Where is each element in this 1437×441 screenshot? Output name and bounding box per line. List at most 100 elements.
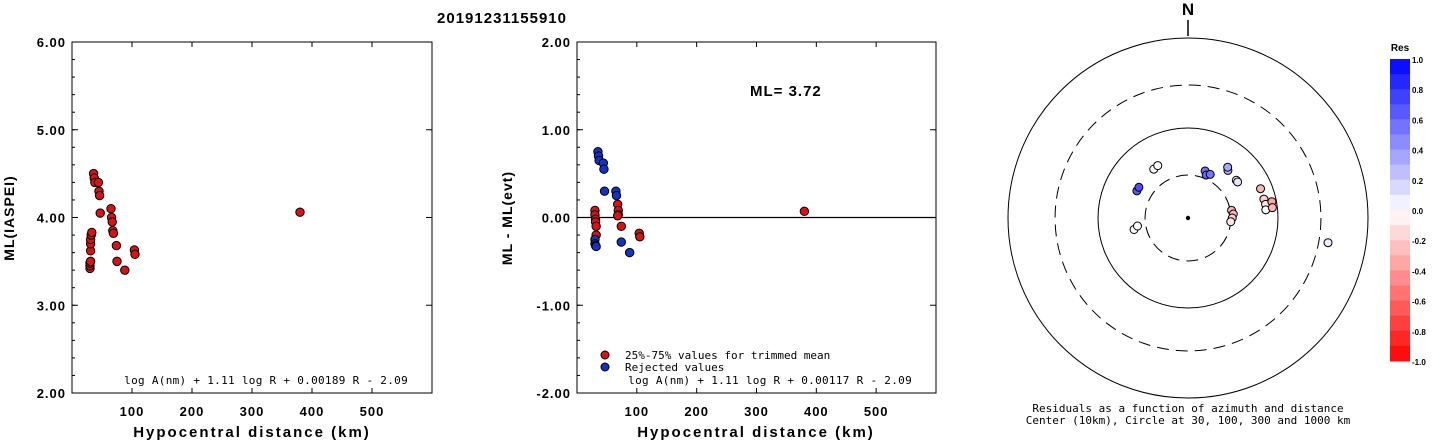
page-title: 20191231155910 [437, 10, 567, 27]
x-tick-label: 100 [624, 404, 649, 419]
distance-rings [1007, 37, 1369, 399]
colorbar-cell [1390, 74, 1410, 90]
colorbar-cell [1390, 134, 1410, 151]
residual-point [1323, 238, 1333, 248]
x-tick-label: 100 [120, 404, 145, 419]
data-point [611, 190, 622, 201]
polar-marks [1129, 161, 1333, 248]
data-point [120, 265, 130, 275]
y-tick-label: 2.00 [542, 35, 571, 50]
colorbar-tick-label: 0.0 [1412, 207, 1424, 216]
ml-annotation: ML= 3.72 [750, 83, 822, 100]
north-label: N [1182, 0, 1194, 19]
x-tick-label: 500 [864, 404, 889, 419]
colorbar-tick-label: 0.8 [1412, 86, 1424, 95]
colorbar-cell [1390, 315, 1410, 332]
center-dot [1185, 215, 1191, 221]
x-tick-label: 200 [684, 404, 709, 419]
legend-marker-trimmed [600, 350, 610, 360]
y-tick-label: -2.00 [536, 386, 571, 401]
colorbar-tick-label: -0.4 [1412, 267, 1426, 276]
legend-label-rejected: Rejected values [625, 361, 724, 374]
colorbar-cell [1390, 330, 1410, 347]
colorbar: 1.0 0.8 0.6 0.4 0.2 0.0 -0.2 -0.4 -0.6 -0.8 -1.0 [1390, 56, 1426, 367]
x-tick-label: 500 [360, 404, 385, 419]
colorbar-tick-label: -0.2 [1412, 237, 1426, 246]
data-point [591, 221, 601, 231]
data-point [108, 228, 119, 238]
colorbar-tick-label: 0.2 [1412, 177, 1424, 186]
residual-point [1132, 221, 1142, 231]
x-tick-label: 400 [804, 404, 829, 419]
data-point [599, 186, 610, 196]
residual-point [1233, 177, 1243, 187]
data-point [93, 177, 104, 188]
caption-line-1: Residuals as a function of azimuth and d… [1032, 402, 1343, 415]
colorbar-cell [1390, 104, 1410, 120]
colorbar-cell [1390, 59, 1410, 75]
panel-ml-iaspei: 100 200 300 400 500 2.00 3.00 4.00 5.00 6.00 ML(I… [1, 35, 433, 441]
distance-ring [1007, 37, 1369, 399]
data-point [130, 249, 140, 260]
colorbar-cell [1390, 119, 1410, 135]
y-tick-label: 6.00 [37, 35, 66, 50]
colorbar-cell [1390, 240, 1410, 256]
y-tick-label: 5.00 [37, 123, 66, 138]
formula-text: log A(nm) + 1.11 log R + 0.00117 R - 2.0… [628, 374, 912, 387]
x-tick-label: 300 [744, 404, 769, 419]
data-point [616, 221, 626, 231]
colorbar-cell [1390, 345, 1410, 362]
y-tick-label: 0.00 [542, 211, 571, 226]
residual-point [1153, 161, 1163, 171]
data-point [107, 217, 117, 227]
colorbar-cell [1390, 89, 1410, 105]
data-point [95, 208, 105, 218]
colorbar-cell [1390, 164, 1410, 181]
formula-text: log A(nm) + 1.11 log R + 0.00189 R - 2.0… [124, 374, 408, 387]
residual-point [1256, 184, 1266, 194]
x-tick-label: 300 [240, 404, 265, 419]
colorbar-tick-label: -0.8 [1412, 328, 1426, 337]
y-tick-label: 4.00 [37, 211, 66, 226]
colorbar-tick-label: 0.4 [1412, 147, 1424, 156]
plot2-marks: 100 200 300 400 500 -2.00 -1.00 0.00 1.00 2.00 [536, 35, 936, 419]
plot-frame [71, 41, 433, 394]
data-point [616, 237, 626, 247]
colorbar-tick-label: 1.0 [1412, 56, 1424, 65]
data-point [624, 247, 635, 258]
data-point [85, 256, 96, 267]
data-point [599, 164, 609, 174]
colorbar-cell [1390, 210, 1410, 226]
x-tick-label: 200 [180, 404, 205, 419]
colorbar-title: Res [1391, 43, 1410, 54]
colorbar-cell [1390, 300, 1410, 317]
x-tick-label: 400 [300, 404, 325, 419]
data-point [635, 232, 645, 242]
data-point [295, 207, 305, 217]
colorbar-tick-label: -1.0 [1412, 358, 1426, 367]
x-axis-label: Hypocentral distance (km) [637, 424, 875, 441]
legend-marker-rejected [600, 362, 610, 372]
data-point [106, 204, 116, 214]
data-point [112, 256, 122, 267]
distance-ring [1054, 84, 1322, 352]
colorbar-cell [1390, 270, 1410, 286]
residual-point [1223, 162, 1233, 172]
panel-azimuth-residuals: N Residuals as a function of azimuth and… [1007, 0, 1426, 427]
colorbar-cell [1390, 194, 1410, 211]
y-tick-label: -1.00 [536, 298, 571, 313]
caption-line-2: Center (10km), Circle at 30, 100, 300 an… [1026, 414, 1351, 427]
y-tick-label: 1.00 [542, 123, 571, 138]
data-point [612, 211, 623, 221]
x-axis-label: Hypocentral distance (km) [133, 424, 371, 441]
colorbar-cell [1390, 255, 1410, 271]
colorbar-cell [1390, 149, 1410, 166]
colorbar-tick-label: 0.6 [1412, 116, 1424, 125]
data-point [94, 190, 105, 201]
legend-label-trimmed: 25%-75% values for trimmed mean [625, 349, 830, 362]
residual-point [1134, 182, 1144, 192]
panel-ml-residual: 100 200 300 400 500 -2.00 -1.00 0.00 1.00 2.00 ML… [499, 35, 937, 441]
residual-point [1205, 169, 1215, 179]
y-axis-label: ML(IASPEI) [1, 175, 17, 260]
